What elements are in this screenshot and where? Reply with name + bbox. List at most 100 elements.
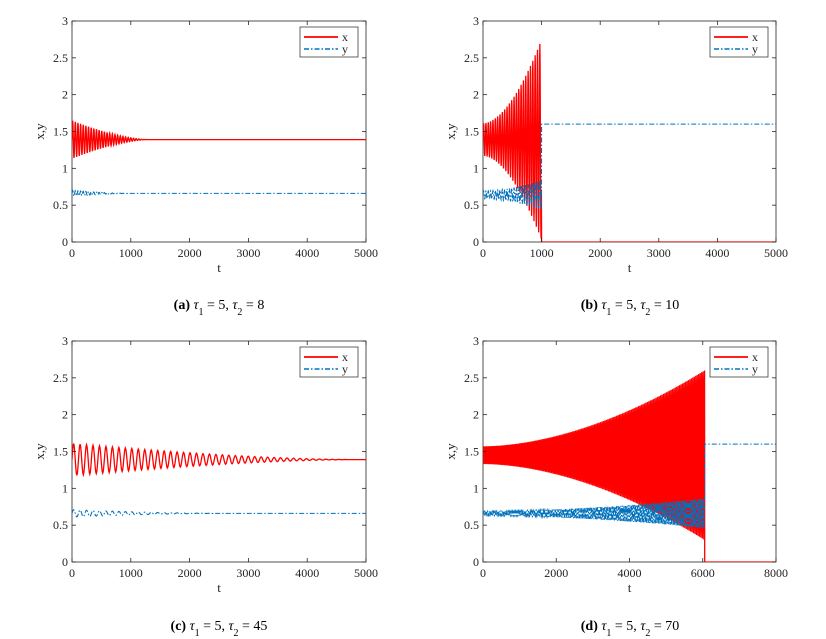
y-tick-label: 0 bbox=[62, 555, 68, 569]
x-tick-label: 2000 bbox=[178, 566, 202, 580]
caption-tau1: = 5, bbox=[204, 298, 233, 313]
legend: xy bbox=[709, 346, 769, 378]
caption-tau2: = 10 bbox=[650, 298, 679, 313]
y-tick-label: 0 bbox=[473, 555, 479, 569]
caption-tau2: = 45 bbox=[239, 619, 268, 634]
series-line-x bbox=[483, 370, 776, 562]
panel-caption: (c) τ1 = 5, τ2 = 45 bbox=[171, 619, 268, 639]
y-tick-label: 1 bbox=[473, 481, 479, 495]
y-tick-label: 1 bbox=[62, 481, 68, 495]
x-tick-label: 2000 bbox=[588, 246, 612, 260]
y-tick-label: 1.5 bbox=[464, 125, 479, 139]
y-axis-label: x,y bbox=[32, 443, 47, 460]
caption-label: (c) bbox=[171, 619, 190, 634]
y-tick-label: 0 bbox=[62, 235, 68, 249]
series-group bbox=[72, 120, 366, 198]
y-axis-label: x,y bbox=[443, 443, 458, 460]
caption-label: (d) bbox=[581, 619, 602, 634]
caption-label: (a) bbox=[174, 298, 194, 313]
y-tick-label: 2 bbox=[473, 408, 479, 422]
legend-box bbox=[709, 346, 769, 378]
x-tick-label: 4000 bbox=[618, 566, 642, 580]
legend-box bbox=[299, 26, 359, 58]
x-axis-label: t bbox=[217, 580, 221, 595]
x-axis-label: t bbox=[628, 580, 632, 595]
x-tick-label: 0 bbox=[69, 246, 75, 260]
y-tick-label: 3 bbox=[473, 334, 479, 348]
y-tick-label: 1.5 bbox=[53, 445, 68, 459]
series-line-y bbox=[72, 509, 366, 518]
x-tick-label: 5000 bbox=[764, 246, 788, 260]
legend-entry-y: y bbox=[342, 362, 348, 376]
x-tick-label: 4000 bbox=[295, 246, 319, 260]
y-tick-label: 2.5 bbox=[464, 51, 479, 65]
panel-caption: (b) τ1 = 5, τ2 = 10 bbox=[581, 298, 679, 318]
series-line-x bbox=[72, 120, 366, 159]
x-tick-label: 1000 bbox=[530, 246, 554, 260]
legend-box bbox=[299, 346, 359, 378]
x-tick-label: 1000 bbox=[119, 566, 143, 580]
y-tick-label: 2.5 bbox=[53, 51, 68, 65]
x-tick-label: 3000 bbox=[236, 246, 260, 260]
legend-entry-y: y bbox=[752, 42, 758, 56]
plot-area bbox=[71, 340, 367, 563]
series-line-y bbox=[483, 123, 776, 210]
caption-tau2: = 70 bbox=[650, 619, 679, 634]
y-tick-label: 2 bbox=[62, 88, 68, 102]
y-tick-label: 2.5 bbox=[464, 371, 479, 385]
y-tick-label: 2 bbox=[62, 408, 68, 422]
caption-tau1: = 5, bbox=[611, 298, 640, 313]
panel-d: 0 0.5 1 1.5 2 2.5 3 0 2000 4000 6000 8000 t x,y xy (d) … bbox=[443, 334, 788, 639]
series-line-x bbox=[72, 442, 366, 478]
x-tick-label: 4000 bbox=[295, 566, 319, 580]
x-tick-label: 0 bbox=[480, 566, 486, 580]
panel-a: 0 0.5 1 1.5 2 2.5 3 0 1000 2000 3000 4000 5000 t x,y xy… bbox=[32, 14, 378, 318]
y-tick-label: 3 bbox=[62, 14, 68, 28]
x-axis-label: t bbox=[628, 260, 632, 275]
series-line-y bbox=[72, 189, 366, 198]
legend: xy bbox=[709, 26, 769, 58]
y-tick-label: 2 bbox=[473, 88, 479, 102]
panel-b: 0 0.5 1 1.5 2 2.5 3 0 1000 2000 3000 4000 5000 t x,y xy… bbox=[443, 14, 788, 318]
caption-label: (b) bbox=[581, 298, 602, 313]
y-tick-label: 0.5 bbox=[53, 198, 68, 212]
plot-area bbox=[71, 20, 367, 243]
legend-entry-x: x bbox=[752, 350, 758, 364]
series-line-y bbox=[483, 443, 776, 529]
y-tick-label: 1.5 bbox=[53, 125, 68, 139]
x-axis-label: t bbox=[217, 260, 221, 275]
y-tick-label: 3 bbox=[473, 14, 479, 28]
panel-c: 0 0.5 1 1.5 2 2.5 3 0 1000 2000 3000 4000 5000 t x,y xy… bbox=[32, 334, 378, 639]
legend-entry-y: y bbox=[342, 42, 348, 56]
legend: xy bbox=[299, 26, 359, 58]
x-tick-label: 3000 bbox=[647, 246, 671, 260]
y-tick-label: 0.5 bbox=[53, 518, 68, 532]
x-tick-label: 5000 bbox=[354, 566, 378, 580]
y-tick-label: 1.5 bbox=[464, 445, 479, 459]
y-axis-label: x,y bbox=[32, 123, 47, 140]
legend-box bbox=[709, 26, 769, 58]
x-tick-label: 2000 bbox=[544, 566, 568, 580]
series-group bbox=[483, 43, 776, 242]
y-tick-label: 3 bbox=[62, 334, 68, 348]
x-tick-label: 3000 bbox=[236, 566, 260, 580]
caption-tau2: = 8 bbox=[242, 298, 264, 313]
legend-entry-x: x bbox=[342, 30, 348, 44]
legend-entry-x: x bbox=[752, 30, 758, 44]
panel-caption: (d) τ1 = 5, τ2 = 70 bbox=[581, 619, 679, 639]
caption-tau1: = 5, bbox=[611, 619, 640, 634]
x-tick-label: 2000 bbox=[178, 246, 202, 260]
panel-caption: (a) τ1 = 5, τ2 = 8 bbox=[174, 298, 265, 318]
series-group bbox=[483, 370, 776, 562]
x-tick-label: 8000 bbox=[764, 566, 788, 580]
x-tick-label: 1000 bbox=[119, 246, 143, 260]
x-tick-label: 5000 bbox=[354, 246, 378, 260]
y-tick-label: 0.5 bbox=[464, 518, 479, 532]
y-tick-label: 0.5 bbox=[464, 198, 479, 212]
y-tick-label: 1 bbox=[62, 161, 68, 175]
x-tick-label: 6000 bbox=[691, 566, 715, 580]
legend-entry-x: x bbox=[342, 350, 348, 364]
y-tick-label: 0 bbox=[473, 235, 479, 249]
y-tick-label: 2.5 bbox=[53, 371, 68, 385]
